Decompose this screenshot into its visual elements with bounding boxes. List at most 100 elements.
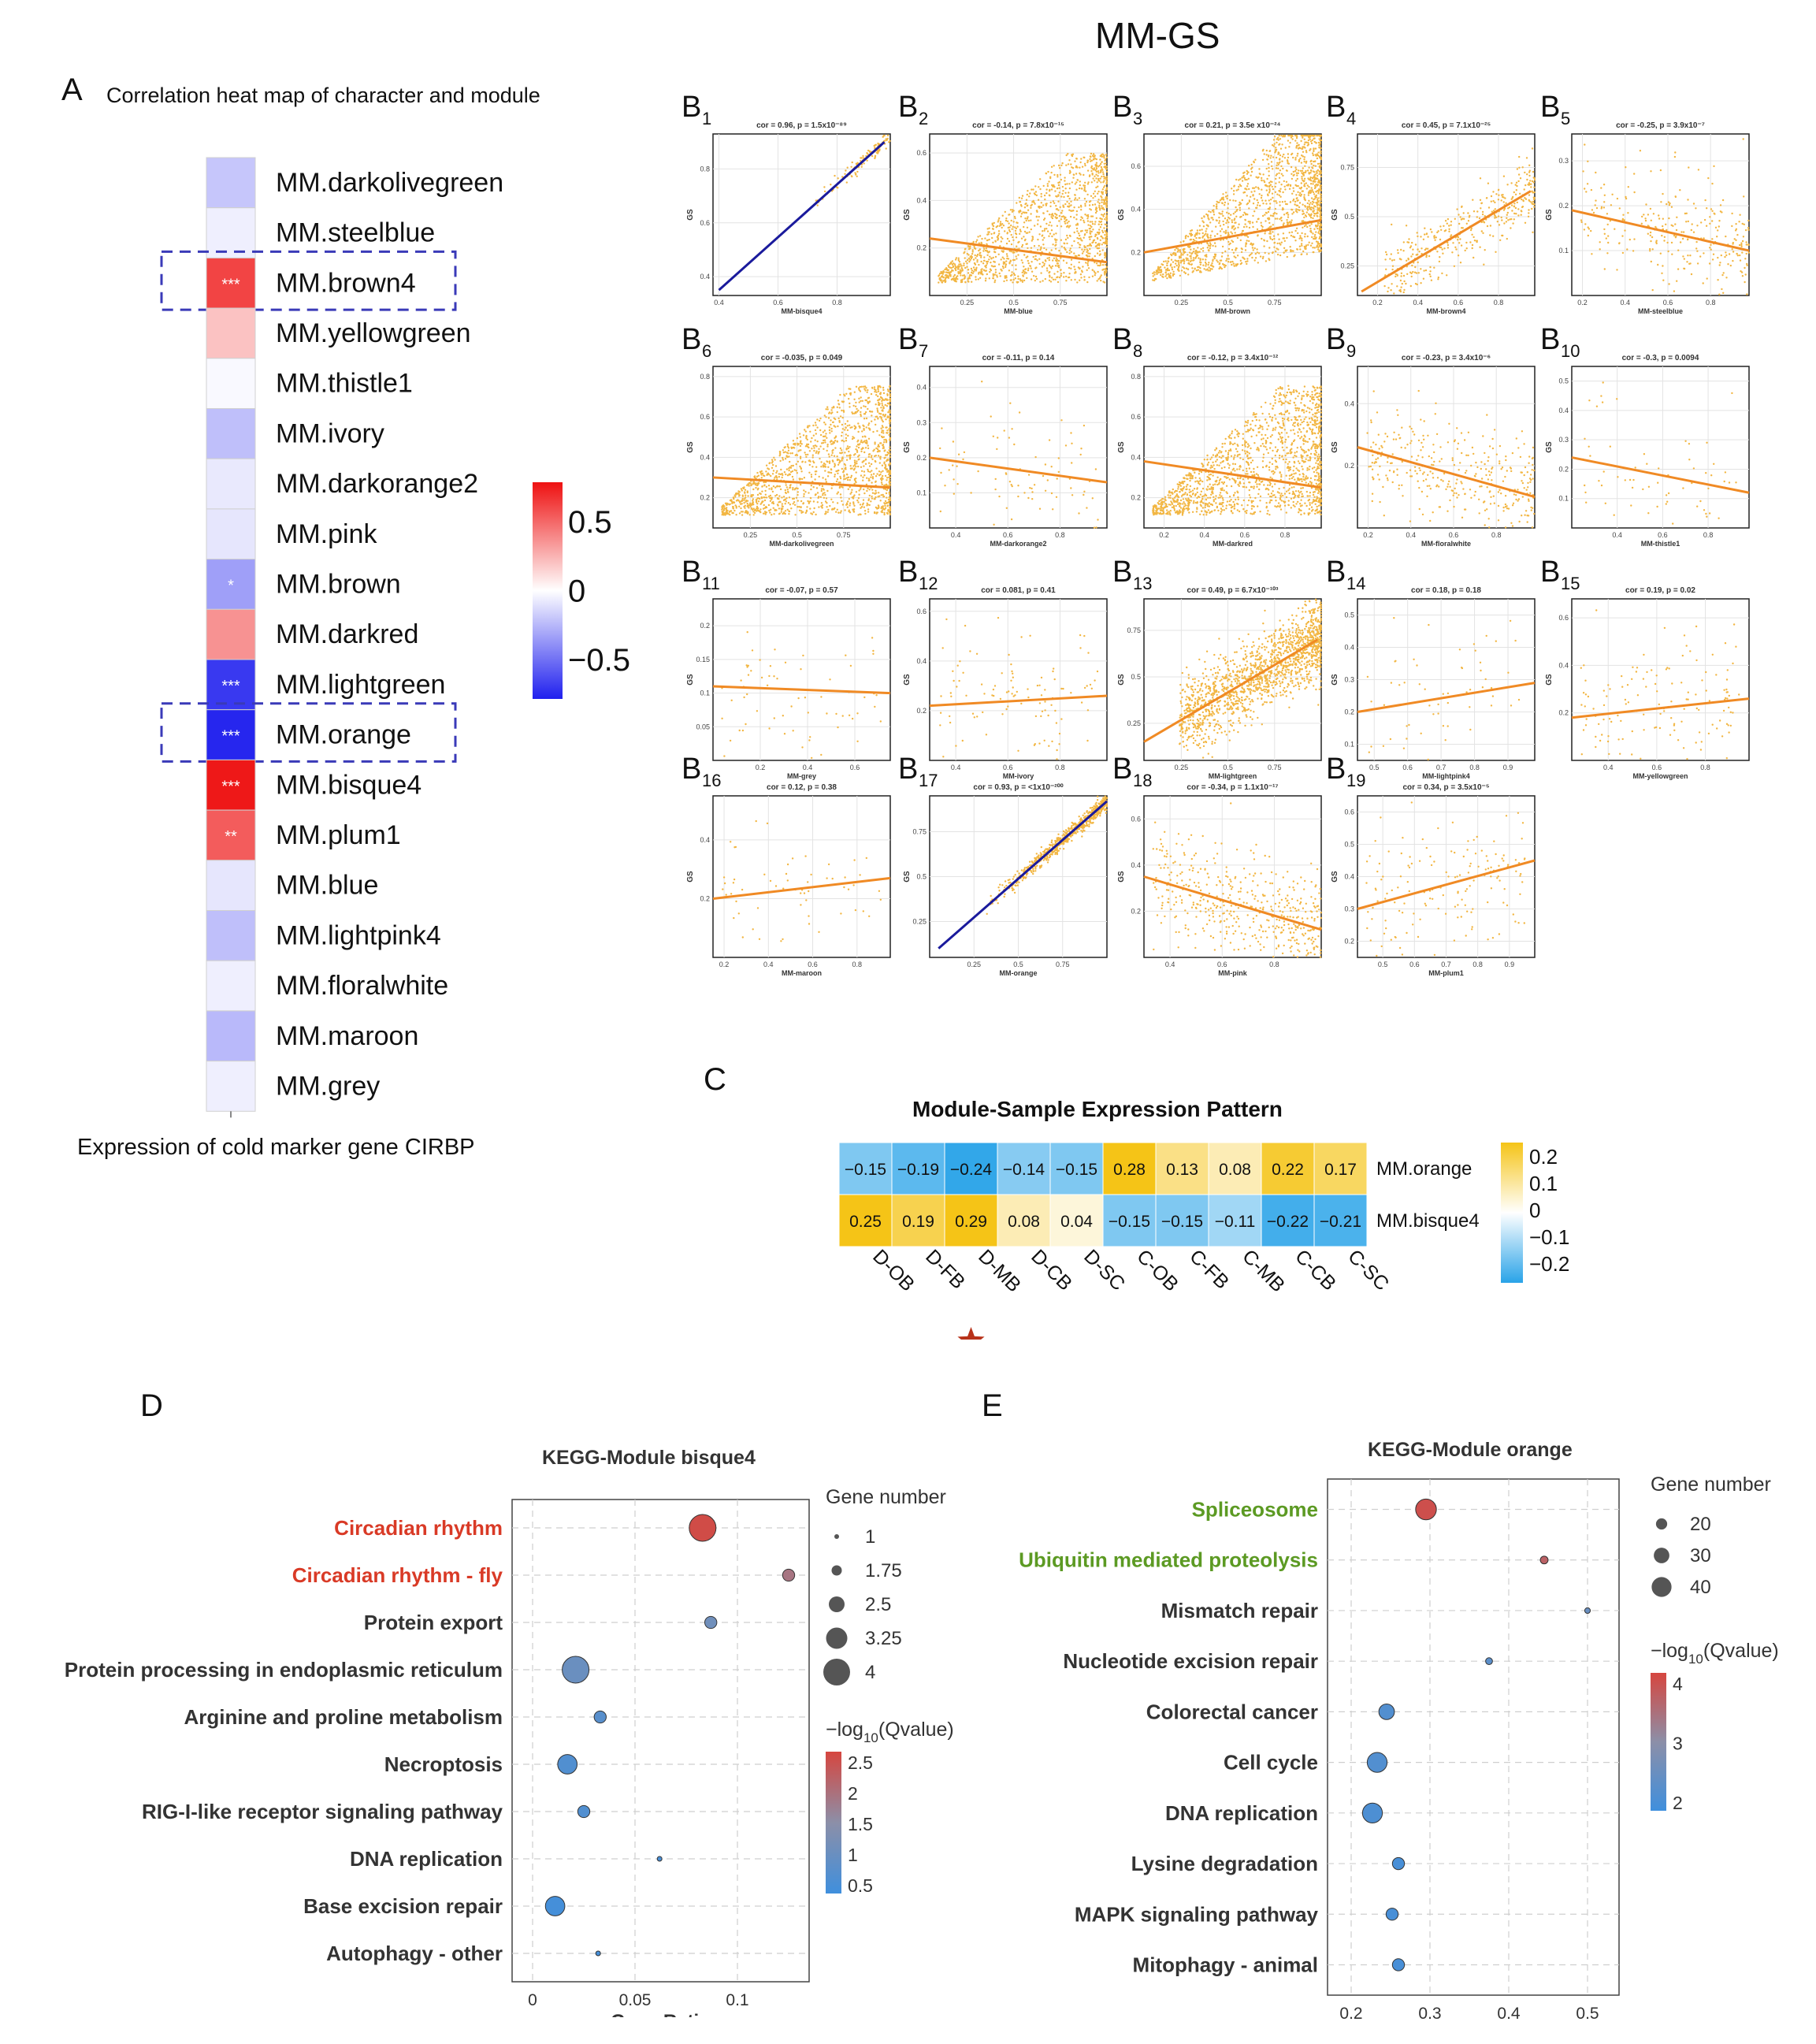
heatmap-c: −0.15 −0.19 −0.24 −0.14 −0.15 0.28 0.13 0.08 0.2… — [838, 1142, 1569, 1340]
scatter-ytick: 0.75 — [1340, 164, 1354, 172]
heatmap-c-column-label: C-FB — [1185, 1245, 1233, 1293]
dotplot-size-legend-label: 1 — [865, 1526, 875, 1548]
scatter-ytick: 0.8 — [700, 373, 710, 381]
scatter-panel-frame — [1143, 133, 1322, 296]
scatter-panel-subscript: 19 — [1346, 771, 1365, 790]
heatmap-c-value: −0.11 — [1215, 1213, 1256, 1231]
scatter-panel-cor: cor = -0.11, p = 0.14 — [982, 354, 1055, 362]
scatter-panel: B 14 cor = 0.18, p = 0.18 0.5 0.6 0.7 0.8 0.9 0.… — [1326, 556, 1536, 780]
heatmap-a-row-label: MM.steelblue — [276, 218, 435, 248]
heatmap-a-row-label: MM.lightgreen — [276, 670, 445, 700]
heatmap-c-value: −0.21 — [1320, 1213, 1361, 1231]
heatmap-c-value: 0.04 — [1060, 1213, 1093, 1231]
scatter-ytick: 0.2 — [1558, 709, 1569, 717]
scatter-panel: B 9 cor = -0.23, p = 3.4x10⁻⁶ 0.2 0.4 0.6 0.8 0… — [1326, 323, 1536, 548]
heatmap-c-cell — [838, 1194, 893, 1247]
heatmap-c-column-label: D-CB — [1027, 1245, 1076, 1295]
dotplot-d-title: KEGG-Module bisque4 — [542, 1447, 756, 1469]
scatter-xtick: 0.75 — [1056, 961, 1070, 968]
panel-label-a: A — [61, 72, 83, 107]
scatter-panel-subscript: 7 — [919, 341, 928, 361]
scatter-xtick: 0.4 — [951, 764, 961, 771]
dotplot-term-label: Necroptosis — [384, 1752, 503, 1776]
scatter-ytick: 0.2 — [700, 622, 710, 630]
scatter-panel-subscript: 15 — [1561, 574, 1580, 593]
scatter-xlabel: MM-yellowgreen — [1632, 772, 1688, 780]
scatter-ytick: 0.5 — [1131, 673, 1141, 681]
heatmap-c-cell — [997, 1194, 1051, 1247]
heatmap-a-cell — [206, 458, 256, 510]
scatter-panel: B 6 cor = -0.035, p = 0.049 0.25 0.5 0.75 0.2 0… — [681, 323, 892, 548]
scatter-ytick: 0.25 — [1127, 719, 1141, 727]
dotplot-point — [1415, 1498, 1437, 1521]
dotplot-size-legend-dot — [831, 1565, 842, 1576]
scatter-panel: B 5 cor = -0.25, p = 3.9x10⁻⁷ 0.2 0.4 0.6 0.8 0… — [1540, 91, 1751, 315]
heatmap-c-colorbar-tick: 0 — [1529, 1199, 1540, 1222]
scatter-panel-frame — [1143, 598, 1322, 761]
dotplot-term-label: Protein processing in endoplasmic reticu… — [65, 1658, 503, 1682]
scatter-ytick: 0.2 — [1344, 708, 1354, 716]
heatmap-a-row-label: MM.grey — [276, 1071, 380, 1101]
scatter-ylabel: GS — [686, 871, 695, 883]
scatter-xtick: 0.25 — [967, 961, 981, 968]
scatter-xtick: 0.7 — [1441, 961, 1451, 968]
scatter-xlabel: MM-plum1 — [1428, 969, 1464, 977]
scatter-ylabel: GS — [903, 674, 912, 686]
scatter-panel-frame — [1143, 795, 1322, 958]
scatter-xtick: 0.8 — [1700, 764, 1710, 771]
dotplot-term-label: Ubiquitin mediated proteolysis — [1019, 1548, 1318, 1572]
heatmap-a-row-label: MM.brown — [276, 569, 401, 599]
heatmap-c-cell — [1049, 1194, 1104, 1247]
scatter-panel-letter: B — [681, 556, 701, 589]
figure-title: MM-GS — [1095, 15, 1220, 56]
scatter-panel-letter: B — [1112, 91, 1132, 124]
scatter-xlabel: MM-thistle1 — [1641, 540, 1680, 548]
heatmap-a-cell — [206, 307, 256, 359]
scatter-ytick: 0.6 — [916, 608, 927, 615]
heatmap-c-cell — [1208, 1142, 1262, 1195]
dotplot-term-label: RIG-I-like receptor signaling pathway — [142, 1800, 503, 1823]
scatter-xlabel: MM-steelblue — [1638, 307, 1683, 315]
scatter-xtick: 0.5 — [1223, 299, 1233, 307]
scatter-xtick: 0.7 — [1436, 764, 1446, 771]
scatter-xtick: 0.8 — [1491, 531, 1502, 539]
scatter-regression-line — [1143, 459, 1322, 489]
dotplot-point — [656, 1856, 663, 1862]
scatter-panel-cor: cor = 0.18, p = 0.18 — [1411, 586, 1481, 595]
scatter-panel-letter: B — [898, 91, 918, 124]
heatmap-c-cell — [1261, 1194, 1315, 1247]
scatter-xtick: 0.4 — [951, 531, 961, 539]
scatter-panel-cor: cor = -0.25, p = 3.9x10⁻⁷ — [1616, 121, 1705, 130]
heatmap-c-colorbar-tick: −0.2 — [1529, 1252, 1569, 1276]
scatter-panel-subscript: 2 — [919, 109, 928, 128]
heatmap-c-cell — [1313, 1194, 1368, 1247]
heatmap-c-column-label: D-FB — [921, 1245, 969, 1293]
heatmap-c-value: 0.19 — [902, 1213, 934, 1231]
scatter-xlabel: MM-blue — [1004, 307, 1033, 315]
heatmap-a-significance: * — [228, 577, 234, 594]
scatter-ylabel: GS — [903, 209, 912, 221]
heatmap-a-highlight-box — [160, 702, 457, 763]
scatter-ytick: 0.2 — [916, 244, 927, 252]
scatter-panel-subscript: 4 — [1346, 109, 1356, 128]
scatter-xtick: 0.6 — [1663, 299, 1673, 307]
scatter-ytick: 0.5 — [916, 873, 927, 881]
scatter-xtick: 0.25 — [1175, 299, 1189, 307]
scatter-ytick: 0.25 — [912, 917, 927, 925]
scatter-ytick: 0.1 — [1344, 741, 1354, 749]
scatter-xtick: 0.6 — [1217, 961, 1227, 968]
dotplot-xtick: 0.05 — [619, 1991, 652, 2009]
scatter-xtick: 0.8 — [1472, 961, 1483, 968]
heatmap-a-significance: *** — [221, 276, 240, 293]
scatter-xlabel: MM-darkred — [1213, 540, 1253, 548]
heatmap-c-column-label: D-OB — [868, 1245, 919, 1295]
dotplot-size-legend-label: 1.75 — [865, 1560, 902, 1581]
dotplot-color-legend-title: −log10(Qvalue) — [1651, 1640, 1779, 1667]
dotplot-point — [782, 1568, 796, 1582]
heatmap-a-significance: *** — [221, 778, 240, 795]
heatmap-c-value: 0.08 — [1008, 1213, 1040, 1231]
scatter-panel-letter: B — [1112, 556, 1132, 589]
heatmap-c-column-label: C-CB — [1291, 1245, 1340, 1295]
dotplot-size-legend-dot — [834, 1534, 839, 1539]
scatter-xtick: 0.8 — [1469, 764, 1480, 771]
